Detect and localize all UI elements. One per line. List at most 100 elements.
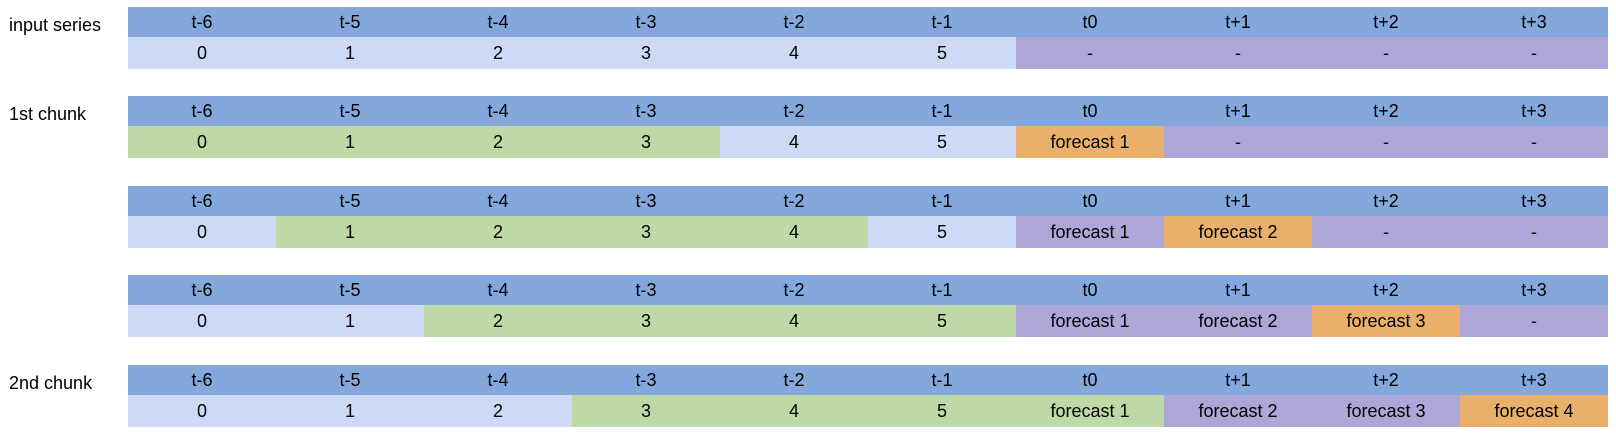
forecast-cell: forecast 1: [1016, 126, 1164, 158]
window-cell: 3: [572, 305, 720, 337]
time-step-header: t+3: [1521, 11, 1547, 32]
time-step-header: t+1: [1225, 369, 1251, 390]
input-cell: 2: [424, 395, 572, 427]
time-step-header: t+2: [1373, 190, 1399, 211]
future-cell: -: [1312, 126, 1460, 158]
time-header-row: t-6 t-5 t-4 t-3 t-2 t-1 t0 t+1 t+2 t+3: [128, 365, 1608, 395]
time-step-header: t0: [1082, 100, 1098, 121]
time-header-row: t-6 t-5 t-4 t-3 t-2 t-1 t0 t+1 t+2 t+3: [128, 7, 1608, 37]
future-cell: -: [1460, 37, 1608, 69]
time-step-header: t-6: [191, 279, 213, 300]
timeline-grid: t-6 t-5 t-4 t-3 t-2 t-1 t0 t+1 t+2 t+3 0 1 2 3 4 5 forec…: [128, 96, 1608, 158]
time-step-header: t-5: [339, 11, 361, 32]
future-cell: forecast 2: [1164, 395, 1312, 427]
row-label: 1st chunk: [9, 104, 87, 124]
future-cell: -: [1164, 37, 1312, 69]
value-row: 0 1 2 3 4 5 forecast 1---: [128, 126, 1608, 158]
window-cell: 1: [276, 126, 424, 158]
time-step-header: t+1: [1225, 100, 1251, 121]
time-step-header: t-6: [191, 369, 213, 390]
window-cell: 5: [868, 395, 1016, 427]
time-step-header: t-6: [191, 190, 213, 211]
time-header-row: t-6 t-5 t-4 t-3 t-2 t-1 t0 t+1 t+2 t+3: [128, 186, 1608, 216]
timeline-grid: t-6 t-5 t-4 t-3 t-2 t-1 t0 t+1 t+2 t+3 0 1 2 3 4 5- - - -: [128, 7, 1608, 69]
time-step-header: t0: [1082, 369, 1098, 390]
time-step-header: t-4: [487, 11, 509, 32]
value-row: 0 1 2 3 4 5 forecast 1 forecast 2 forecast 3-: [128, 305, 1608, 337]
future-cell: forecast 2: [1164, 305, 1312, 337]
time-step-header: t-6: [191, 100, 213, 121]
time-step-header: t-5: [339, 369, 361, 390]
input-cell: 0: [128, 395, 276, 427]
time-step-header: t-5: [339, 100, 361, 121]
input-cell: 3: [572, 37, 720, 69]
time-step-header: t0: [1082, 190, 1098, 211]
time-step-header: t-3: [635, 100, 657, 121]
timeline-grid: t-6 t-5 t-4 t-3 t-2 t-1 t0 t+1 t+2 t+3 0 1 2 3 4 5 forec…: [128, 186, 1608, 248]
value-row: 0 1 2 3 4 5 forecast 1 forecast 2--: [128, 216, 1608, 248]
forecast-cell: forecast 3: [1312, 305, 1460, 337]
time-step-header: t-2: [783, 100, 805, 121]
time-step-header: t-2: [783, 369, 805, 390]
window-cell: 2: [424, 216, 572, 248]
time-step-header: t-4: [487, 369, 509, 390]
future-cell: -: [1312, 216, 1460, 248]
time-step-header: t-4: [487, 190, 509, 211]
time-step-header: t-3: [635, 11, 657, 32]
input-cell: 2: [424, 37, 572, 69]
future-cell: forecast 1: [1016, 305, 1164, 337]
input-cell: 0: [128, 37, 276, 69]
time-step-header: t+1: [1225, 190, 1251, 211]
time-step-header: t-1: [931, 369, 953, 390]
time-step-header: t-3: [635, 190, 657, 211]
future-cell: -: [1312, 37, 1460, 69]
time-header-row: t-6 t-5 t-4 t-3 t-2 t-1 t0 t+1 t+2 t+3: [128, 96, 1608, 126]
time-step-header: t+1: [1225, 279, 1251, 300]
input-cell: 5: [868, 126, 1016, 158]
future-cell: forecast 1: [1016, 216, 1164, 248]
window-cell: 4: [720, 216, 868, 248]
timeline-grid: t-6 t-5 t-4 t-3 t-2 t-1 t0 t+1 t+2 t+3 0 1 2 3 4 5 forec…: [128, 365, 1608, 427]
time-step-header: t-1: [931, 190, 953, 211]
future-cell: -: [1016, 37, 1164, 69]
time-step-header: t-5: [339, 190, 361, 211]
input-cell: 5: [868, 37, 1016, 69]
window-cell: 4: [720, 395, 868, 427]
time-step-header: t-1: [931, 100, 953, 121]
time-step-header: t-1: [931, 279, 953, 300]
time-step-header: t-4: [487, 279, 509, 300]
time-step-header: t-3: [635, 369, 657, 390]
input-cell: 5: [868, 216, 1016, 248]
forecast-cell: forecast 2: [1164, 216, 1312, 248]
window-cell: 1: [276, 216, 424, 248]
window-cell: 3: [572, 126, 720, 158]
input-cell: 1: [276, 305, 424, 337]
input-cell: 1: [276, 395, 424, 427]
time-header-row: t-6 t-5 t-4 t-3 t-2 t-1 t0 t+1 t+2 t+3: [128, 275, 1608, 305]
forecast-cell: forecast 4: [1460, 395, 1608, 427]
row-label: input series: [9, 15, 102, 35]
time-step-header: t-3: [635, 279, 657, 300]
input-cell: 1: [276, 37, 424, 69]
time-step-header: t+2: [1373, 369, 1399, 390]
window-cell: 4: [720, 305, 868, 337]
time-step-header: t-2: [783, 11, 805, 32]
time-step-header: t+3: [1521, 190, 1547, 211]
time-step-header: t+2: [1373, 11, 1399, 32]
window-cell: 3: [572, 395, 720, 427]
window-cell: forecast 1: [1016, 395, 1164, 427]
future-cell: -: [1460, 305, 1608, 337]
input-cell: 0: [128, 305, 276, 337]
input-cell: 4: [720, 126, 868, 158]
time-step-header: t+1: [1225, 11, 1251, 32]
row-label: 2nd chunk: [9, 373, 93, 393]
time-step-header: t+2: [1373, 100, 1399, 121]
future-cell: -: [1460, 216, 1608, 248]
time-step-header: t+3: [1521, 279, 1547, 300]
future-cell: -: [1164, 126, 1312, 158]
input-cell: 4: [720, 37, 868, 69]
time-step-header: t-1: [931, 11, 953, 32]
time-step-header: t+2: [1373, 279, 1399, 300]
time-step-header: t+3: [1521, 369, 1547, 390]
